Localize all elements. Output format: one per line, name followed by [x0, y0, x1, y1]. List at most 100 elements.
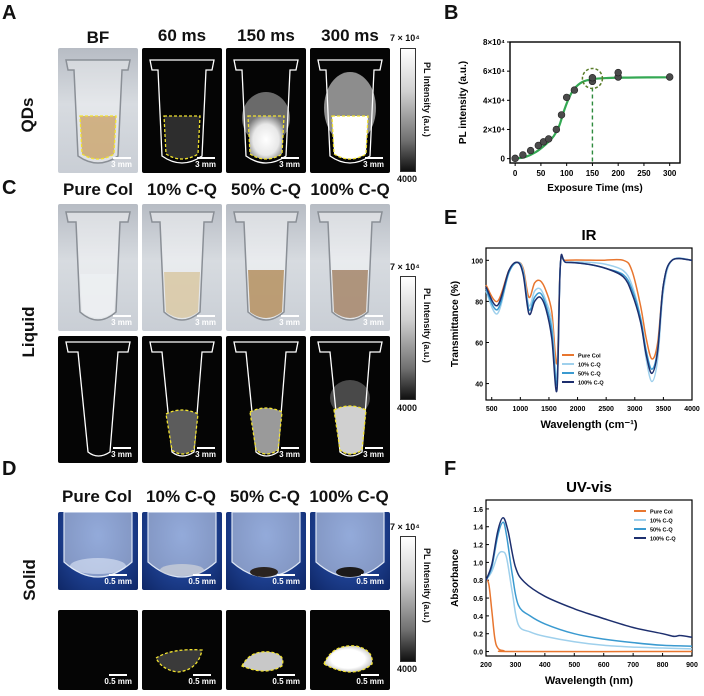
- x-tick-label: 1000: [513, 406, 529, 413]
- col-title-c-4: 100% C-Q: [310, 180, 390, 199]
- x-axis-label: Wavelength (nm): [545, 675, 634, 687]
- y-tick-label: 0.8: [473, 578, 483, 585]
- col-title-a-3: 150 ms: [237, 26, 295, 45]
- series-line-1: [485, 577, 693, 653]
- tube-outline: [317, 59, 383, 164]
- panel-label-f: F: [444, 458, 457, 480]
- y-tick-label: 0.2: [473, 632, 483, 639]
- panel-label-c: C: [2, 177, 17, 199]
- y-tick-label: 80: [475, 299, 483, 306]
- tube-outline: [233, 59, 299, 164]
- row-label-solid: Solid: [20, 559, 39, 601]
- scale-bar: 0.5 mm: [188, 574, 216, 586]
- series-line-4: [485, 253, 693, 393]
- liquid-photo-10: 3 mm: [142, 204, 222, 331]
- chart-f: UV-vis 200 300 400 500 600 700 800 900 0.0 0.2 0.4 0…: [450, 479, 698, 687]
- series-line-3: [485, 521, 693, 647]
- scale-bar: 0.5 mm: [104, 574, 132, 586]
- tube-outline: [65, 341, 131, 457]
- x-tick-label: 4000: [684, 406, 700, 413]
- tube-outline: [315, 512, 385, 578]
- scale-bar: 3 mm: [111, 315, 132, 327]
- scale-bar: 0.5 mm: [356, 674, 384, 686]
- x-tick-label: 700: [627, 662, 639, 669]
- y-tick-label: 4×10⁴: [483, 96, 505, 105]
- solid-photo-10: 0.5 mm: [142, 512, 222, 590]
- colorbar-max: 7 × 10⁴: [390, 522, 420, 532]
- x-tick-label: 2000: [570, 406, 586, 413]
- colorbar-min: 4000: [397, 403, 418, 413]
- scale-bar: 0.5 mm: [188, 674, 216, 686]
- tube-outline: [147, 512, 217, 578]
- colorbar-label: PL Intensity (a.u.): [422, 548, 432, 623]
- scale-bar: 3 mm: [279, 447, 300, 459]
- x-tick-label: 400: [539, 662, 551, 669]
- liquid-pl-100: 3 mm: [310, 336, 390, 463]
- legend-label: Pure Col: [578, 354, 601, 360]
- y-axis-label: Absorbance: [450, 549, 461, 607]
- col-title-d-2: 10% C-Q: [146, 487, 216, 506]
- sample-outline: [323, 645, 373, 673]
- scale-bar: 3 mm: [363, 315, 384, 327]
- data-point: [562, 93, 571, 102]
- col-title-d-1: Pure Col: [62, 487, 132, 506]
- solid-photo-pure-col: 0.5 mm: [58, 512, 138, 590]
- legend-label: 10% C-Q: [650, 519, 673, 525]
- data-point: [570, 86, 579, 94]
- pl-image-300ms: 3 mm: [310, 48, 390, 173]
- scale-bar: 3 mm: [111, 157, 132, 169]
- y-tick-label: 0.0: [473, 650, 483, 657]
- y-tick-label: 2×10⁴: [483, 125, 505, 134]
- colorbar-min: 4000: [397, 664, 418, 674]
- y-axis-label: Transmittance (%): [450, 281, 461, 367]
- x-axis-label: Wavelength (cm⁻¹): [540, 419, 637, 431]
- x-tick-label: 900: [686, 662, 698, 669]
- solid-pl-50: 0.5 mm: [226, 610, 306, 690]
- y-tick-label: 60: [475, 340, 483, 347]
- scale-bar: 3 mm: [363, 157, 384, 169]
- col-title-a-2: 60 ms: [157, 26, 207, 45]
- y-tick-label: 1.0: [473, 560, 483, 567]
- x-tick-label: 3000: [627, 406, 643, 413]
- y-tick-label: 40: [475, 382, 483, 389]
- y-tick-label: 0.6: [473, 596, 483, 603]
- colorbar: [400, 536, 416, 662]
- tube-outline: [149, 341, 215, 457]
- x-tick-label: 1500: [541, 406, 557, 413]
- x-tick-label: 3500: [656, 406, 672, 413]
- tube-outline: [231, 512, 301, 578]
- scale-bar: 3 mm: [195, 315, 216, 327]
- tube-outline: [65, 211, 131, 321]
- data-point: [544, 135, 553, 143]
- legend-label: Pure Col: [650, 510, 673, 516]
- y-tick-label: 1.6: [473, 507, 483, 514]
- scale-bar: 0.5 mm: [272, 574, 300, 586]
- series-line-4: [485, 517, 693, 639]
- tube-outline: [63, 512, 133, 578]
- y-tick-label: 100: [471, 258, 483, 265]
- legend-label: 10% C-Q: [578, 363, 601, 369]
- data-point: [534, 141, 543, 150]
- x-tick-label: 800: [657, 662, 669, 669]
- solid-photo-50: 0.5 mm: [226, 512, 306, 590]
- x-tick-label: 300: [510, 662, 522, 669]
- tube-outline: [317, 341, 383, 457]
- fit-curve: [515, 76, 670, 160]
- x-tick-label: 2500: [598, 406, 614, 413]
- tube-outline: [149, 211, 215, 321]
- x-tick-label: 200: [480, 662, 492, 669]
- legend-label: 50% C-Q: [578, 372, 601, 378]
- col-title-c-3: 50% C-Q: [231, 180, 301, 199]
- data-point: [552, 125, 561, 134]
- panel-label-b: B: [444, 2, 459, 24]
- scale-bar: 0.5 mm: [104, 674, 132, 686]
- colorbar: [400, 48, 416, 172]
- y-tick-label: 8×10⁴: [483, 38, 505, 47]
- data-point: [511, 154, 519, 163]
- solid-pl-100: 0.5 mm: [310, 610, 390, 690]
- y-axis-label: PL intensity (a.u.): [458, 61, 469, 144]
- scale-bar: 3 mm: [195, 447, 216, 459]
- series-line-2: [485, 550, 693, 650]
- colorbar: [400, 276, 416, 400]
- data-point: [614, 68, 622, 77]
